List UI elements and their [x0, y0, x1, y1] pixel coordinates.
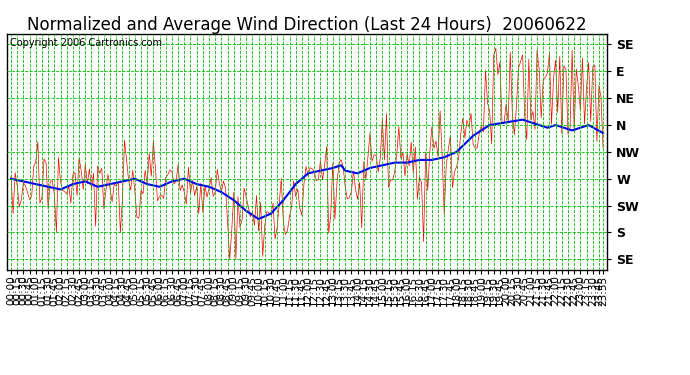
Title: Normalized and Average Wind Direction (Last 24 Hours)  20060622: Normalized and Average Wind Direction (L… — [27, 16, 587, 34]
Text: Copyright 2006 Cartronics.com: Copyright 2006 Cartronics.com — [10, 39, 162, 48]
